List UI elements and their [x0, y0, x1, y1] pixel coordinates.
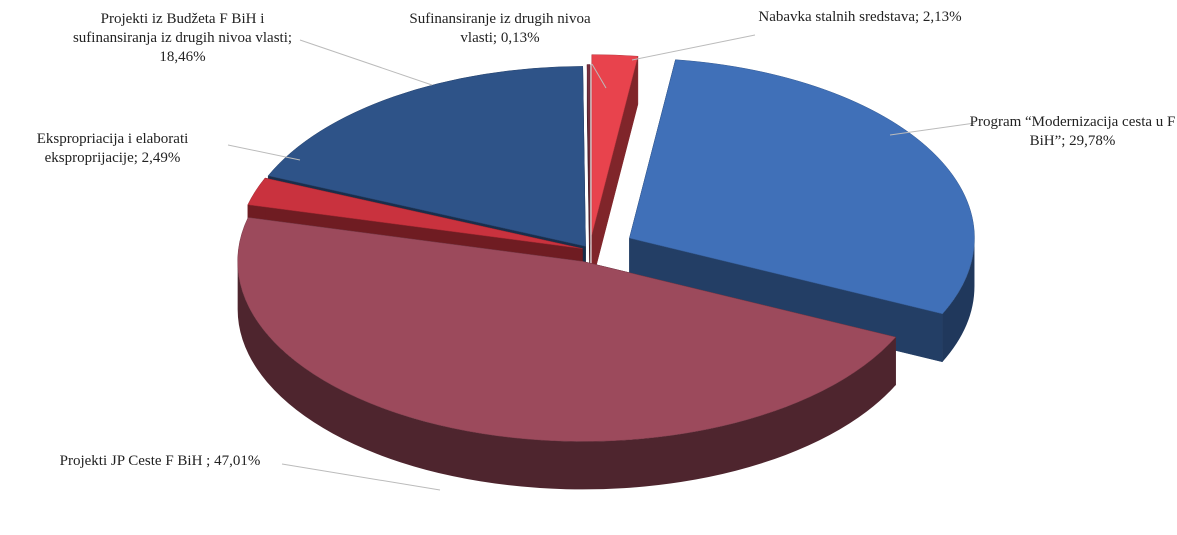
label-value: 2,49%: [141, 150, 181, 166]
label-value: 0,13%: [500, 30, 540, 46]
slice-wall: [942, 238, 975, 362]
leader-line: [227, 144, 301, 161]
label-value: 2,13%: [922, 9, 962, 25]
leader-line: [631, 34, 756, 61]
slice: [629, 59, 975, 315]
label-value: 18,46%: [159, 49, 206, 65]
data-label: Projekti JP Ceste F BiH ; 47,01%: [40, 452, 280, 471]
label-value: 47,01%: [214, 453, 261, 469]
leader-line: [299, 39, 433, 86]
label-value: 29,78%: [1069, 133, 1116, 149]
label-name: Projekti iz Budžeta F BiH i sufinansiran…: [72, 11, 293, 46]
label-name: Ekspropriacija i elaborati eksproprijaci…: [36, 131, 189, 166]
label-name: Projekti JP Ceste F BiH ;: [59, 453, 211, 469]
data-label: Ekspropriacija i elaborati eksproprijaci…: [0, 130, 225, 168]
label-name: Program “Modernizacija cesta u F BiH”;: [969, 114, 1176, 149]
slice: [237, 217, 897, 442]
leader-line: [591, 63, 607, 89]
slice: [586, 64, 591, 245]
data-label: Program “Modernizacija cesta u F BiH”; 2…: [965, 113, 1177, 151]
slice: [267, 66, 586, 247]
leader-line: [889, 122, 976, 136]
data-label: Nabavka stalnih sredstava; 2,13%: [745, 8, 975, 27]
data-label: Projekti iz Budžeta F BiH i sufinansiran…: [65, 10, 300, 67]
label-name: Sufinansiranje iz drugih nivoa vlasti;: [409, 11, 591, 46]
slice: [247, 177, 583, 249]
slice: [591, 54, 639, 235]
leader-line: [281, 463, 441, 491]
slice-wall: [237, 261, 896, 490]
label-name: Nabavka stalnih sredstava;: [758, 9, 920, 25]
data-label: Sufinansiranje iz drugih nivoa vlasti; 0…: [395, 10, 605, 48]
